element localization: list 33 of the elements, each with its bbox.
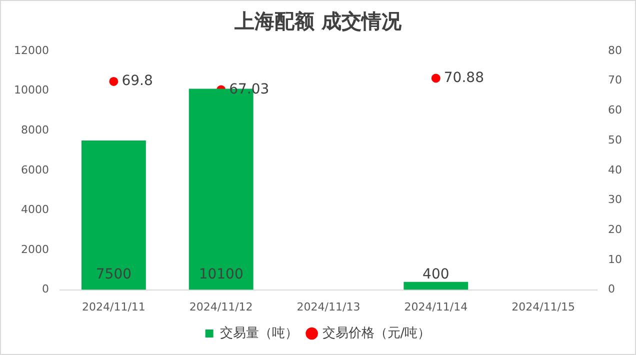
point — [109, 76, 118, 86]
x-tick-label: 2024/11/14 — [404, 300, 468, 314]
y2-tick-label: 40 — [608, 163, 622, 176]
x-tick-label: 2024/11/13 — [296, 300, 360, 314]
y-tick-label: 4000 — [20, 203, 49, 216]
y-tick-label: 12000 — [14, 44, 49, 57]
y2-tick-label: 30 — [608, 193, 622, 206]
data-label: 10100 — [198, 266, 244, 282]
x-tick-label: 2024/11/11 — [82, 300, 146, 314]
data-label: 69.8 — [122, 73, 153, 90]
legend-label: 交易价格（元/吨） — [322, 324, 431, 341]
y2-tick-label: 80 — [608, 44, 622, 57]
y2-tick-label: 0 — [608, 282, 616, 296]
x-tick-label: 2024/11/15 — [512, 300, 576, 314]
y2-tick-label: 20 — [608, 222, 622, 236]
y-tick-label: 8000 — [20, 123, 49, 136]
y2-tick-label: 60 — [608, 104, 622, 117]
y-tick-label: 10000 — [14, 84, 49, 97]
y-tick-label: 6000 — [20, 163, 49, 176]
y-tick-label: 2000 — [20, 242, 49, 256]
y2-tick-label: 70 — [608, 74, 622, 87]
legend-label: 交易量（吨） — [220, 324, 298, 341]
y2-tick-label: 50 — [608, 133, 622, 146]
y-tick-label: 0 — [42, 282, 49, 296]
chart-title: 上海配额 成交情况 — [234, 9, 402, 34]
bar — [404, 282, 468, 290]
data-label: 7500 — [96, 266, 132, 282]
bar — [81, 140, 146, 290]
x-tick-label: 2024/11/12 — [189, 300, 253, 314]
data-label: 400 — [422, 266, 450, 282]
y2-tick-label: 10 — [608, 252, 622, 266]
data-label: 70.88 — [444, 70, 484, 86]
point — [431, 74, 440, 83]
